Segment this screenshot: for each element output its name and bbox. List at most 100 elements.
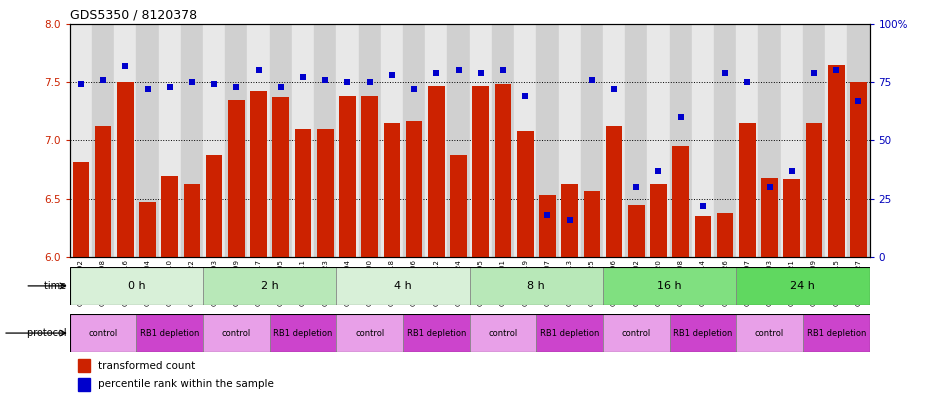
Bar — [78, 359, 89, 373]
Bar — [714, 24, 737, 257]
Bar — [603, 24, 625, 257]
Point — [562, 217, 577, 223]
Point — [451, 67, 466, 73]
Point — [362, 79, 377, 85]
Bar — [162, 176, 178, 257]
Point — [851, 97, 866, 104]
Point — [829, 67, 844, 73]
Bar — [495, 84, 512, 257]
Point — [629, 184, 644, 191]
Point — [296, 74, 311, 81]
Bar — [137, 24, 159, 257]
Point — [251, 67, 266, 73]
Point — [384, 72, 399, 78]
Bar — [539, 195, 556, 257]
Bar — [73, 162, 89, 257]
Bar — [492, 24, 514, 257]
Point — [806, 70, 821, 76]
Bar — [470, 267, 603, 305]
Bar — [470, 314, 537, 352]
Point — [496, 67, 511, 73]
Bar — [314, 24, 337, 257]
Bar — [672, 146, 689, 257]
Bar — [828, 64, 844, 257]
Bar — [70, 267, 203, 305]
Bar — [628, 205, 644, 257]
Text: RB1 depletion: RB1 depletion — [806, 329, 866, 338]
Bar — [650, 184, 667, 257]
Bar — [359, 24, 380, 257]
Bar — [405, 121, 422, 257]
Point — [784, 168, 799, 174]
Bar — [337, 267, 470, 305]
Bar — [537, 314, 603, 352]
Bar — [580, 24, 603, 257]
Bar — [403, 24, 425, 257]
Bar — [472, 86, 489, 257]
Bar — [737, 24, 759, 257]
Text: control: control — [621, 329, 651, 338]
Bar — [292, 24, 314, 257]
Bar — [317, 129, 334, 257]
Bar — [228, 99, 245, 257]
Bar — [695, 217, 711, 257]
Bar — [272, 97, 289, 257]
Point — [584, 77, 599, 83]
Bar — [203, 267, 337, 305]
Text: percentile rank within the sample: percentile rank within the sample — [98, 379, 273, 389]
Bar — [562, 184, 578, 257]
Bar — [450, 154, 467, 257]
Text: control: control — [88, 329, 118, 338]
Bar — [514, 24, 537, 257]
Text: 16 h: 16 h — [658, 281, 682, 291]
Bar — [137, 314, 203, 352]
Text: 4 h: 4 h — [394, 281, 412, 291]
Text: transformed count: transformed count — [98, 361, 195, 371]
Bar — [737, 267, 870, 305]
Bar — [670, 314, 737, 352]
Point — [740, 79, 755, 85]
Bar — [428, 86, 445, 257]
Bar — [850, 82, 867, 257]
Bar — [537, 24, 559, 257]
Bar — [95, 127, 112, 257]
Bar — [203, 24, 225, 257]
Bar — [470, 24, 492, 257]
Bar — [380, 24, 403, 257]
Bar — [583, 191, 600, 257]
Bar — [206, 154, 222, 257]
Bar — [339, 96, 356, 257]
Text: RB1 depletion: RB1 depletion — [406, 329, 466, 338]
Text: time: time — [45, 281, 70, 291]
Text: control: control — [355, 329, 384, 338]
Text: RB1 depletion: RB1 depletion — [140, 329, 199, 338]
Bar — [847, 24, 870, 257]
Bar — [559, 24, 580, 257]
Text: RB1 depletion: RB1 depletion — [673, 329, 733, 338]
Point — [340, 79, 355, 85]
Point — [162, 84, 177, 90]
Point — [518, 93, 533, 99]
Text: control: control — [755, 329, 784, 338]
Bar — [803, 314, 870, 352]
Point — [606, 86, 621, 92]
Text: 24 h: 24 h — [790, 281, 816, 291]
Bar — [337, 24, 359, 257]
Bar — [117, 82, 134, 257]
Bar — [270, 314, 337, 352]
Bar — [425, 24, 447, 257]
Bar — [92, 24, 114, 257]
Bar — [383, 123, 400, 257]
Point — [651, 168, 666, 174]
Point — [696, 203, 711, 209]
Text: RB1 depletion: RB1 depletion — [540, 329, 599, 338]
Bar — [780, 24, 803, 257]
Point — [429, 70, 444, 76]
Bar — [447, 24, 470, 257]
Bar — [70, 314, 137, 352]
Bar — [605, 127, 622, 257]
Bar — [362, 96, 378, 257]
Bar — [603, 314, 670, 352]
Text: control: control — [221, 329, 251, 338]
Bar — [225, 24, 247, 257]
